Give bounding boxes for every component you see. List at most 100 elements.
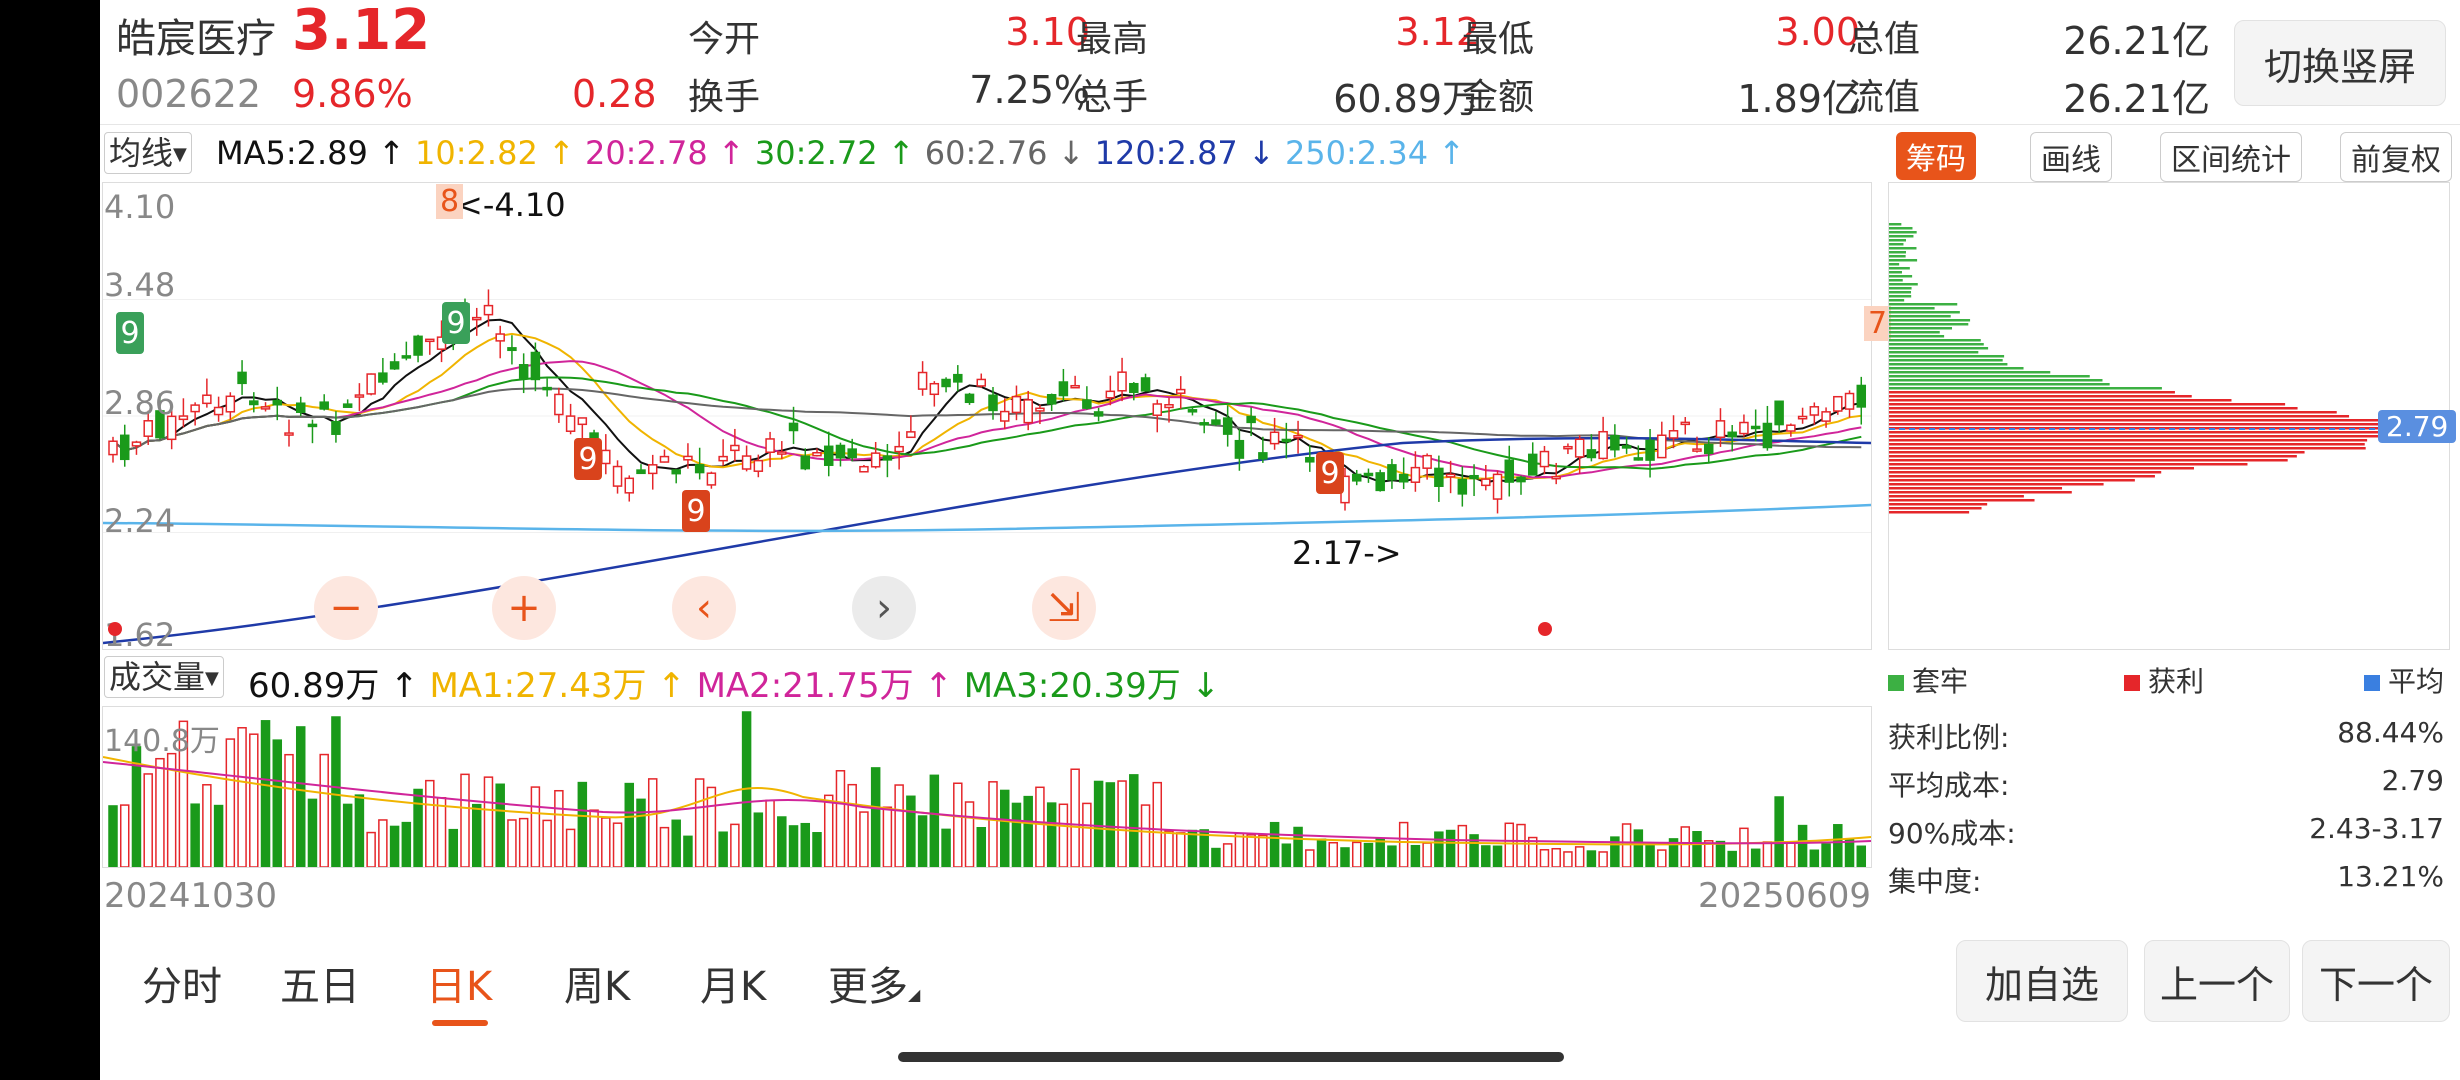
candle-body xyxy=(1281,438,1292,443)
volume-bar xyxy=(800,822,811,867)
chip-bar xyxy=(1889,471,2162,474)
tab-weekly-k[interactable]: 周K xyxy=(564,964,631,1010)
volume-chart-frame[interactable] xyxy=(102,706,1872,868)
candle-body xyxy=(1117,371,1127,392)
tab-monthly-k[interactable]: 月K xyxy=(700,964,767,1010)
tab-range-stats[interactable]: 区间统计 xyxy=(2160,132,2302,182)
candle-body xyxy=(1410,466,1421,483)
candle-body xyxy=(671,469,681,475)
volume-bar xyxy=(659,826,670,867)
ma-selector[interactable]: 均线▼ xyxy=(104,132,192,174)
candle-body xyxy=(1023,399,1033,424)
candle-body xyxy=(1492,473,1503,500)
candle-body xyxy=(1398,473,1409,483)
stock-price: 3.12 xyxy=(292,0,431,63)
previous-stock-button[interactable]: 上一个 xyxy=(2144,940,2290,1022)
tab-adjust[interactable]: 前复权 xyxy=(2340,132,2452,182)
candle-body xyxy=(1269,431,1280,445)
volume-bar xyxy=(471,803,482,867)
scroll-left-button[interactable]: ‹ xyxy=(672,576,736,640)
volume-bar xyxy=(835,770,846,867)
candle-body xyxy=(917,371,928,390)
chip-bar xyxy=(1889,359,2003,362)
chip-stat-value: 88.44% xyxy=(2337,716,2444,749)
volume-bar xyxy=(1129,774,1139,867)
volume-bar xyxy=(495,783,505,867)
chip-stat-row: 平均成本: 2.79 xyxy=(1888,764,2444,812)
volume-bar xyxy=(1586,850,1597,867)
volume-bar xyxy=(436,797,447,867)
chip-bar xyxy=(1889,351,1979,354)
candle-body xyxy=(1762,422,1773,449)
chip-bar xyxy=(1889,263,1900,266)
volume-bar xyxy=(366,831,376,867)
tab-daily-k[interactable]: 日K xyxy=(426,964,493,1010)
next-stock-button[interactable]: 下一个 xyxy=(2302,940,2450,1022)
home-indicator[interactable] xyxy=(898,1052,1564,1062)
tab-five-day[interactable]: 五日 xyxy=(280,964,360,1010)
chip-bar xyxy=(1889,319,1971,322)
chip-stat-row: 获利比例: 88.44% xyxy=(1888,716,2444,764)
volume-bar xyxy=(730,823,740,867)
volume-bar xyxy=(1246,834,1256,867)
candle-body xyxy=(1703,443,1714,455)
candle-body xyxy=(659,455,670,463)
candle-body xyxy=(354,394,365,398)
price-axis-label: 3.48 xyxy=(104,266,176,304)
volume-bar xyxy=(976,827,987,867)
volume-bar xyxy=(272,739,283,867)
ma-line xyxy=(112,332,1862,480)
chip-bar xyxy=(1889,479,2135,482)
scroll-right-button[interactable]: › xyxy=(852,576,916,640)
candle-body xyxy=(1434,467,1444,487)
tab-intraday[interactable]: 分时 xyxy=(142,964,222,1010)
candle-body xyxy=(389,361,400,370)
switch-portrait-button[interactable]: 切换竖屏 xyxy=(2234,20,2446,106)
volume-bar xyxy=(589,809,599,867)
date-end: 20250609 xyxy=(1698,876,1872,916)
candle-body xyxy=(1246,415,1256,424)
ma120-text: 120:2.87 ↓ xyxy=(1094,134,1275,172)
volume-bar xyxy=(601,817,611,867)
volume-bar xyxy=(1222,843,1233,867)
add-watchlist-button[interactable]: 加自选 xyxy=(1956,940,2128,1022)
volume-bar xyxy=(401,821,412,867)
candle-body xyxy=(988,394,998,412)
chip-bar xyxy=(1889,271,1902,274)
volume-bar xyxy=(1715,840,1726,867)
tab-draw[interactable]: 画线 xyxy=(2030,132,2112,182)
kline-chart-frame[interactable] xyxy=(102,182,1872,650)
volume-label: 总手 xyxy=(1076,77,1149,118)
ma30-text: 30:2.72 ↑ xyxy=(754,134,915,172)
candle-body xyxy=(225,395,236,413)
collapse-icon[interactable]: ⇲ xyxy=(1032,576,1096,640)
volume-selector[interactable]: 成交量▼ xyxy=(104,656,224,698)
candle-body xyxy=(964,393,975,404)
volume-bar xyxy=(1574,846,1585,867)
candle-body xyxy=(777,451,787,455)
zoom-in-button[interactable]: + xyxy=(492,576,556,640)
seq-marker-green: 9 xyxy=(116,312,144,354)
ma-line xyxy=(103,436,1871,645)
kline-chart[interactable] xyxy=(103,183,1871,649)
chip-stat-value: 2.43-3.17 xyxy=(2309,812,2444,845)
chip-bar xyxy=(1889,511,1970,514)
volume-bar xyxy=(1011,802,1022,867)
candle-body xyxy=(284,432,294,436)
tab-chips[interactable]: 筹码 xyxy=(1896,132,1976,180)
volume-bar xyxy=(870,767,881,867)
zoom-out-button[interactable]: − xyxy=(314,576,378,640)
candle-body xyxy=(1351,473,1362,482)
candle-body xyxy=(1199,422,1209,426)
chip-bar xyxy=(1889,391,2175,394)
candle-body xyxy=(788,422,799,432)
volume-bar xyxy=(108,805,118,867)
chip-bar xyxy=(1889,375,2090,378)
volume-bar xyxy=(823,794,834,867)
volume-chart[interactable] xyxy=(103,707,1871,867)
ma-legend: MA5:2.89 ↑ 10:2.82 ↑ 20:2.78 ↑ 30:2.72 ↑… xyxy=(216,134,1465,172)
tab-more[interactable]: 更多◢ xyxy=(828,964,921,1010)
seq-marker-orange: 7 xyxy=(1864,306,1892,341)
candle-body xyxy=(1645,439,1655,461)
volume-bar xyxy=(1434,831,1444,867)
